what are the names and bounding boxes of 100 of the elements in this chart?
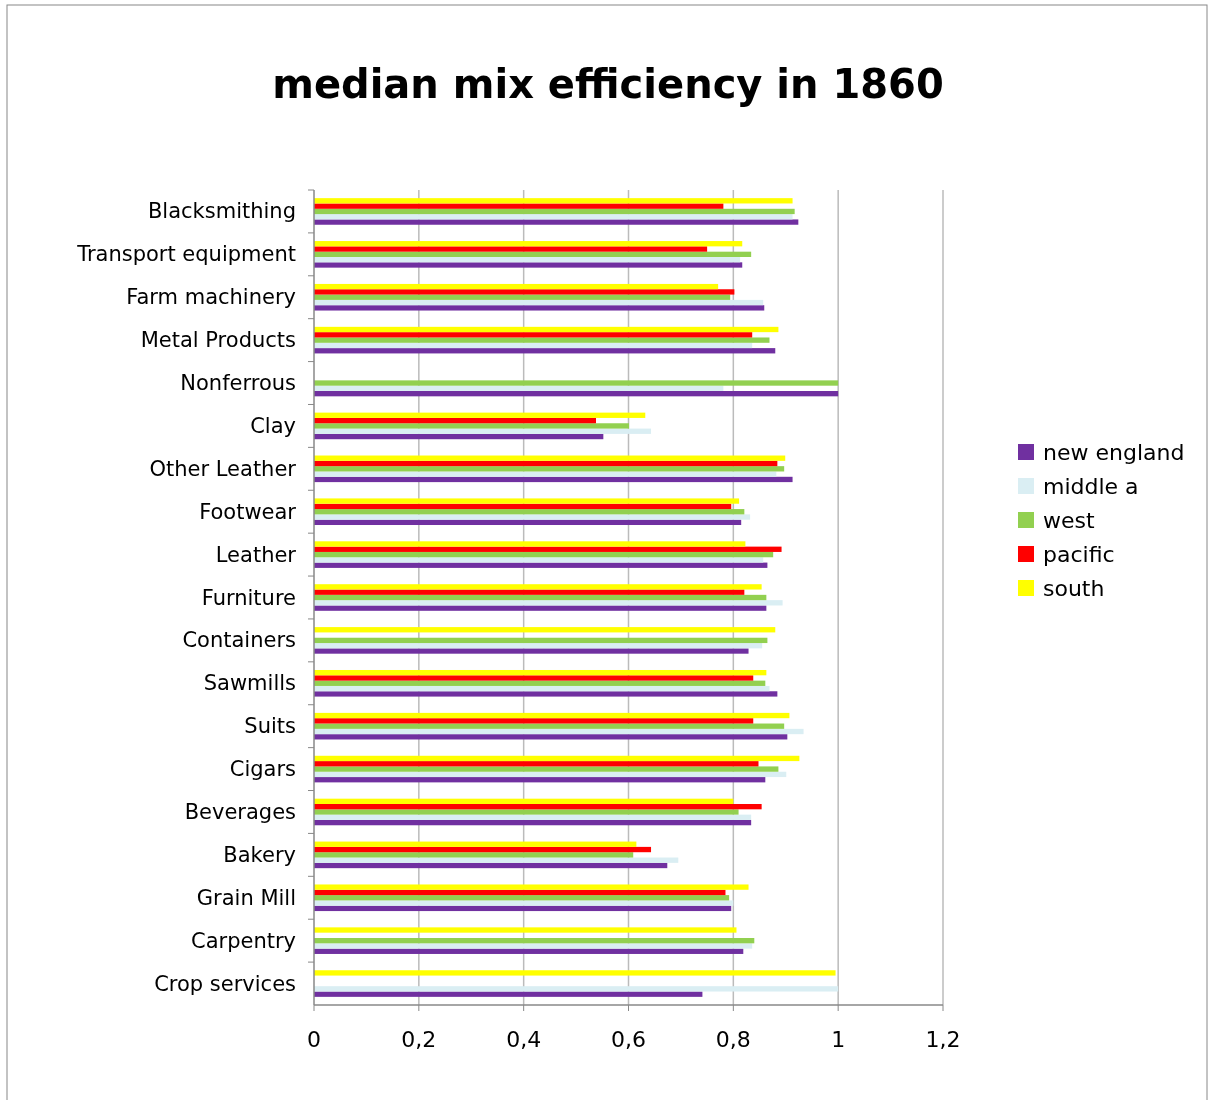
bar [314, 948, 744, 954]
y-tick-label: Farm machinery [126, 285, 296, 310]
bar [314, 198, 793, 204]
bar [314, 385, 724, 391]
y-tick-label: Other Leather [149, 456, 297, 481]
legend-label: west [1043, 508, 1095, 533]
bar [314, 943, 753, 949]
bar [314, 889, 726, 896]
bar [314, 927, 737, 933]
bar [314, 342, 753, 349]
bar [314, 246, 708, 252]
bar [314, 734, 788, 740]
y-tick-label: Grain Mill [196, 885, 296, 910]
y-tick-label: Bakery [223, 842, 296, 867]
bar [314, 299, 764, 306]
bar [314, 433, 604, 440]
bar [314, 391, 839, 397]
y-tick-label: Nonferrous [180, 371, 296, 396]
x-tick-label: 0 [307, 1027, 321, 1052]
bar [314, 466, 785, 472]
bar [314, 476, 793, 483]
bar [314, 605, 767, 611]
legend-label: south [1043, 576, 1105, 601]
y-tick-label: Sawmills [203, 671, 296, 696]
bar [314, 551, 774, 558]
bar [314, 294, 731, 300]
bar [314, 723, 785, 729]
bar [314, 498, 740, 504]
bar [314, 471, 777, 477]
bar [314, 305, 765, 311]
bar [314, 895, 730, 901]
x-tick-label: 0,4 [506, 1027, 542, 1052]
bar [314, 417, 596, 424]
x-tick-label: 1 [831, 1027, 846, 1052]
y-tick-label: Cigars [229, 757, 296, 782]
bar [314, 557, 764, 563]
bar [314, 862, 668, 869]
bar [314, 562, 768, 568]
bar [314, 509, 745, 515]
bar [314, 675, 754, 681]
bar [314, 766, 779, 772]
bar [314, 541, 746, 547]
bar [314, 380, 839, 386]
bar [314, 326, 779, 333]
bar [314, 685, 770, 692]
bar [314, 589, 745, 595]
bar [314, 546, 782, 552]
bar [314, 814, 752, 820]
bar [314, 986, 839, 992]
bar [314, 594, 767, 601]
bar [314, 208, 795, 215]
bar [314, 503, 732, 510]
bar [314, 600, 783, 606]
bar [314, 691, 778, 697]
bar [314, 251, 752, 257]
bar [314, 514, 751, 520]
bar [314, 241, 743, 247]
bar [314, 970, 836, 976]
x-tick-label: 1,2 [925, 1027, 961, 1052]
bar [314, 809, 739, 815]
bar [314, 455, 786, 461]
bar [314, 884, 749, 890]
bar [314, 337, 770, 343]
bar [314, 643, 763, 649]
bar [314, 669, 767, 676]
bar [314, 214, 793, 220]
y-tick-label: Blacksmithing [147, 199, 296, 224]
bar [314, 777, 766, 783]
bar [314, 804, 762, 810]
bar [314, 771, 787, 778]
y-tick-label: Metal Products [140, 328, 296, 353]
y-tick-label: Leather [215, 542, 297, 567]
bar [314, 718, 754, 724]
bar [314, 219, 799, 225]
bar [314, 991, 703, 997]
bar [314, 627, 776, 633]
bar [314, 755, 800, 762]
bar [314, 728, 804, 735]
bar [314, 819, 752, 826]
x-tick-label: 0,2 [401, 1027, 437, 1052]
y-tick-label: Suits [244, 714, 296, 739]
bar [314, 761, 759, 767]
legend-label: middle a [1043, 474, 1139, 499]
y-tick-label: Crop services [154, 971, 296, 996]
bar [314, 423, 630, 429]
bar [314, 637, 768, 644]
y-tick-label: Transport equipment [76, 242, 296, 267]
bar [314, 584, 762, 590]
bar [314, 852, 634, 858]
y-tick-label: Footwear [199, 499, 297, 524]
bar [314, 648, 749, 654]
y-tick-label: Containers [182, 628, 296, 653]
y-tick-label: Furniture [201, 585, 296, 610]
bar [314, 412, 646, 418]
legend-label: new england [1043, 440, 1185, 465]
bar [314, 857, 679, 863]
bar [314, 203, 724, 209]
bar [314, 257, 741, 263]
bar [314, 283, 719, 290]
bar [314, 712, 790, 719]
